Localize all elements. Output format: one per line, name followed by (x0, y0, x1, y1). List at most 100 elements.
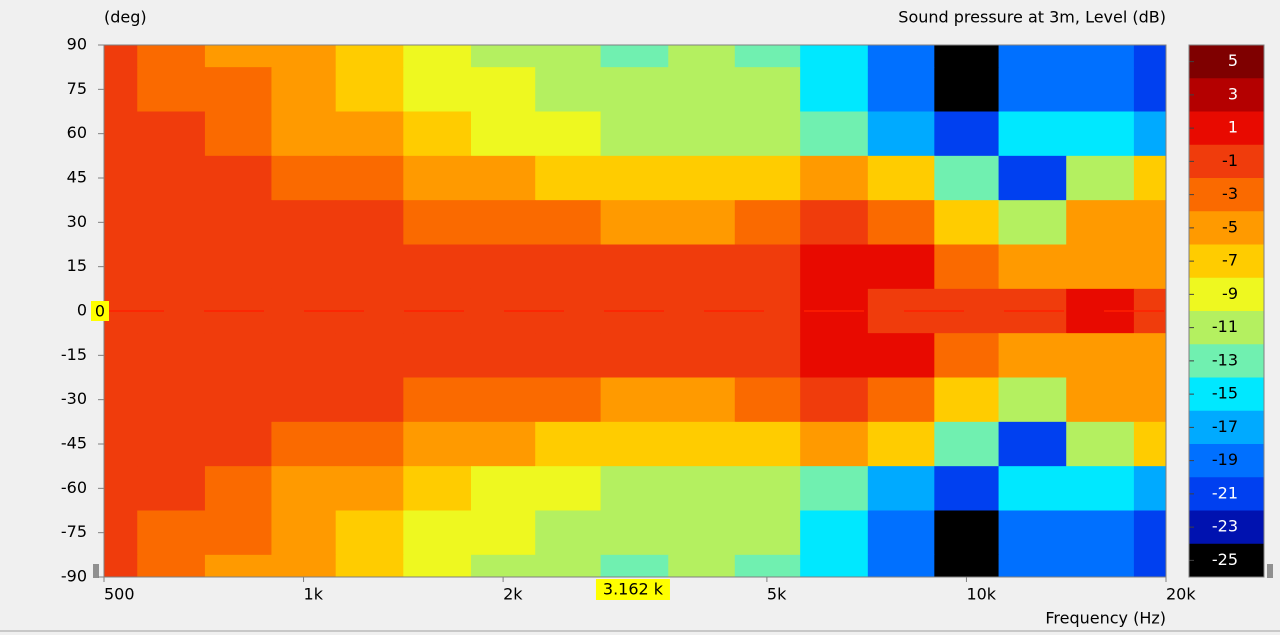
heat-cell (1133, 333, 1167, 378)
colorbar-label: 1 (1228, 118, 1238, 137)
colorbar-band (1189, 277, 1264, 312)
colorbar-label: -11 (1212, 317, 1238, 336)
heat-cell (934, 45, 1000, 68)
heat-cell (271, 554, 337, 578)
heat-cell (271, 466, 337, 511)
heat-cell (800, 244, 869, 290)
x-tick-label: 1k (304, 585, 324, 604)
heat-cell (867, 45, 935, 68)
heat-cell (470, 111, 536, 157)
heat-cell (204, 466, 272, 511)
colorbar-label: -23 (1212, 517, 1238, 536)
heat-cell (867, 111, 935, 157)
heat-cell (668, 155, 736, 201)
colorbar-band (1189, 510, 1264, 545)
heat-cell (1066, 244, 1135, 290)
heat-cell (403, 466, 472, 511)
heat-cell (137, 377, 206, 423)
heat-cell (271, 200, 337, 245)
heat-cell (800, 554, 869, 578)
x-tick-label: 5k (767, 585, 787, 604)
y-tick-label: 75 (67, 79, 87, 98)
heat-cell (800, 510, 869, 556)
heat-cell (800, 155, 869, 201)
heat-cell (470, 554, 536, 578)
heat-cell (800, 466, 869, 511)
heat-cell (600, 510, 669, 556)
heat-cell (1066, 421, 1135, 467)
heat-cell (998, 554, 1067, 578)
heat-cell (104, 421, 138, 467)
heat-cell (668, 554, 736, 578)
heat-cell (1133, 244, 1167, 290)
colorbar-band (1189, 377, 1264, 412)
heat-cell (600, 421, 669, 467)
heat-cell (867, 67, 935, 112)
heat-cell (470, 510, 536, 556)
heat-cell (668, 466, 736, 511)
x-tick-label: 10k (966, 585, 996, 604)
colorbar-band (1189, 477, 1264, 511)
heat-cell (271, 333, 337, 378)
heat-cell (867, 244, 935, 290)
y-tick-label: -15 (61, 345, 87, 364)
heat-cell (335, 200, 404, 245)
heat-cell (403, 155, 472, 201)
y-tick-label: 90 (67, 35, 87, 54)
heat-cell (470, 200, 536, 245)
heat-cell (335, 421, 404, 467)
colorbar-band (1189, 444, 1264, 478)
heat-cell (867, 510, 935, 556)
heat-cell (998, 421, 1067, 467)
heat-cell (1133, 377, 1167, 423)
heat-cell (535, 466, 602, 511)
heat-cell (1133, 510, 1167, 556)
heat-cell (1066, 111, 1135, 157)
colorbar-band (1189, 111, 1264, 146)
x-tick-label: 20k (1166, 585, 1196, 604)
heat-cell (934, 421, 1000, 467)
heat-cell (335, 155, 404, 201)
heat-cell (600, 466, 669, 511)
heat-cell (600, 377, 669, 423)
heat-cell (137, 111, 206, 157)
heat-cell (600, 45, 669, 68)
heat-cell (137, 200, 206, 245)
heat-cell (600, 67, 669, 112)
heat-cell (104, 510, 138, 556)
heat-cell (403, 67, 472, 112)
y-tick-label: 15 (67, 256, 87, 275)
heat-cell (998, 244, 1067, 290)
heat-cell (470, 333, 536, 378)
heat-cell (104, 333, 138, 378)
heat-cell (600, 155, 669, 201)
heat-cell (335, 510, 404, 556)
heat-cell (600, 200, 669, 245)
heat-cell (867, 554, 935, 578)
heat-cell (1066, 554, 1135, 578)
heat-cell (470, 155, 536, 201)
heat-cell (335, 111, 404, 157)
heat-cell (934, 466, 1000, 511)
heat-cell (998, 67, 1067, 112)
heat-cell (734, 554, 801, 578)
heat-cell (1133, 111, 1167, 157)
heat-cell (998, 111, 1067, 157)
heat-cell (104, 45, 138, 68)
heat-cell (600, 554, 669, 578)
heat-cell (104, 155, 138, 201)
heat-cell (1066, 333, 1135, 378)
heat-cell (104, 67, 138, 112)
cursor-y-box (91, 301, 109, 321)
heat-cell (998, 200, 1067, 245)
heat-cell (934, 67, 1000, 112)
heat-cell (998, 377, 1067, 423)
heat-cell (934, 111, 1000, 157)
heat-cell (204, 67, 272, 112)
heat-cell (403, 45, 472, 68)
heat-cell (535, 67, 602, 112)
heat-cell (734, 155, 801, 201)
heat-cell (1133, 200, 1167, 245)
